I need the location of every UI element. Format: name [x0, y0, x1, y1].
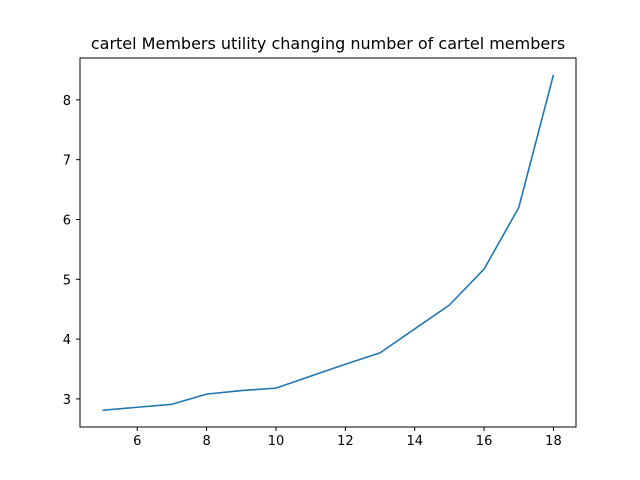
- x-tick-label: 18: [545, 434, 562, 449]
- x-axis: 6 8 10 12 14 16 18: [133, 427, 562, 449]
- x-tick-label: 8: [202, 434, 210, 449]
- x-tick-label: 14: [406, 434, 423, 449]
- y-tick-label: 7: [63, 154, 71, 169]
- x-tick-label: 12: [337, 434, 354, 449]
- plot-frame: [79, 57, 577, 428]
- x-tick-label: 10: [268, 434, 285, 449]
- chart-title: cartel Members utility changing number o…: [91, 34, 565, 53]
- y-tick-label: 4: [63, 333, 71, 348]
- y-tick-label: 3: [63, 393, 71, 408]
- y-tick-label: 5: [63, 273, 71, 288]
- series-layer: [102, 74, 555, 412]
- series-line-0: [102, 74, 555, 412]
- y-tick-label: 8: [63, 94, 71, 109]
- y-axis: 3 4 5 6 7 8: [63, 94, 80, 408]
- x-tick-label: 16: [476, 434, 493, 449]
- y-tick-label: 6: [63, 213, 71, 228]
- x-tick-label: 6: [133, 434, 141, 449]
